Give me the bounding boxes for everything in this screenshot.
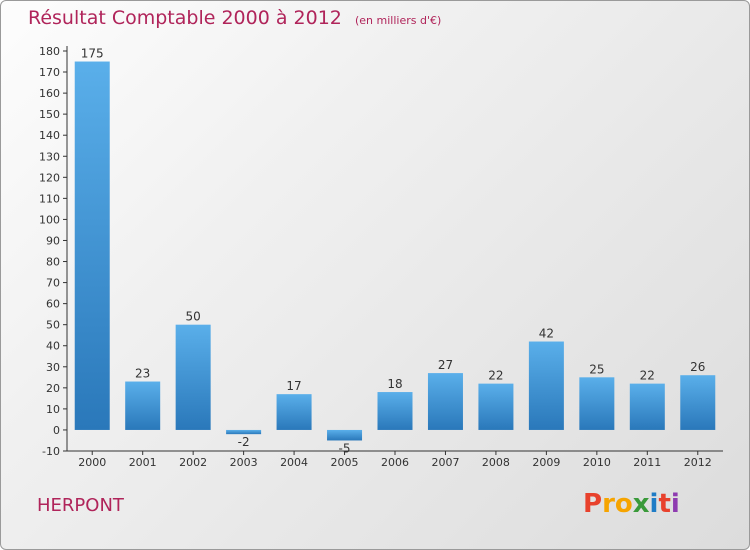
y-tick-label: 30: [46, 361, 60, 374]
y-tick-label: 70: [46, 277, 60, 290]
y-tick-label: 160: [39, 87, 60, 100]
logo-letter: P: [583, 489, 603, 519]
x-tick-label: 2010: [583, 456, 611, 469]
data-label: 50: [186, 310, 201, 324]
x-tick-label: 2007: [431, 456, 459, 469]
x-tick-label: 2004: [280, 456, 308, 469]
x-tick-label: 2008: [482, 456, 510, 469]
y-tick-label: 130: [39, 150, 60, 163]
bar-2002: [175, 324, 211, 430]
bar-2012: [680, 375, 716, 430]
y-tick-label: 110: [39, 192, 60, 205]
bar-2005: [327, 429, 363, 441]
y-tick-label: 10: [46, 403, 60, 416]
logo-letter: x: [632, 489, 650, 519]
y-tick-label: 150: [39, 108, 60, 121]
chart-title-main: Résultat Comptable 2000 à 2012: [28, 7, 342, 29]
bar-2010: [579, 377, 615, 430]
data-label: -5: [339, 441, 351, 455]
data-label: 23: [135, 367, 150, 381]
y-tick-label: -10: [42, 445, 60, 458]
logo-letter: t: [658, 489, 671, 519]
y-tick-label: 80: [46, 256, 60, 269]
bar-2007: [427, 373, 463, 430]
x-tick-label: 2011: [633, 456, 661, 469]
x-tick-label: 2001: [129, 456, 157, 469]
x-tick-label: 2012: [684, 456, 712, 469]
x-tick-label: 2006: [381, 456, 409, 469]
bar-2004: [276, 394, 312, 430]
data-label: 26: [690, 360, 705, 374]
logo-letter: i: [649, 489, 659, 519]
bar-2003: [226, 429, 262, 435]
y-tick-label: 20: [46, 382, 60, 395]
proxiti-logo: Proxiti: [583, 489, 680, 519]
y-tick-label: 0: [53, 424, 60, 437]
data-label: 17: [286, 379, 301, 393]
chart-title-unit: (en milliers d'€): [354, 14, 442, 27]
data-label: 18: [387, 377, 402, 391]
y-tick-label: 140: [39, 129, 60, 142]
chart-title: Résultat Comptable 2000 à 2012 (en milli…: [28, 7, 441, 29]
y-tick-label: 50: [46, 319, 60, 332]
x-tick-label: 2005: [331, 456, 359, 469]
x-tick-label: 2009: [532, 456, 560, 469]
data-label: 27: [438, 358, 453, 372]
bar-2011: [629, 383, 665, 430]
data-label: 42: [539, 327, 554, 341]
y-tick-label: 90: [46, 234, 60, 247]
y-tick-label: 120: [39, 171, 60, 184]
x-tick-label: 2003: [230, 456, 258, 469]
x-tick-label: 2002: [179, 456, 207, 469]
data-label: 22: [640, 369, 655, 383]
data-label: -2: [238, 435, 250, 449]
bar-2000: [74, 61, 110, 430]
bar-2006: [377, 392, 413, 430]
x-tick-label: 2000: [78, 456, 106, 469]
y-tick-label: 180: [39, 45, 60, 58]
data-label: 175: [81, 47, 104, 61]
y-tick-label: 170: [39, 66, 60, 79]
data-label: 22: [488, 369, 503, 383]
bar-2008: [478, 383, 514, 430]
bar-2009: [528, 341, 564, 430]
y-tick-label: 60: [46, 298, 60, 311]
commune-name: HERPONT: [37, 495, 124, 516]
y-tick-label: 40: [46, 340, 60, 353]
logo-letter: r: [602, 489, 615, 519]
logo-letter: o: [614, 489, 633, 519]
data-label: 25: [589, 362, 604, 376]
bar-2001: [125, 381, 161, 430]
y-tick-label: 100: [39, 213, 60, 226]
logo-letter: i: [670, 489, 680, 519]
